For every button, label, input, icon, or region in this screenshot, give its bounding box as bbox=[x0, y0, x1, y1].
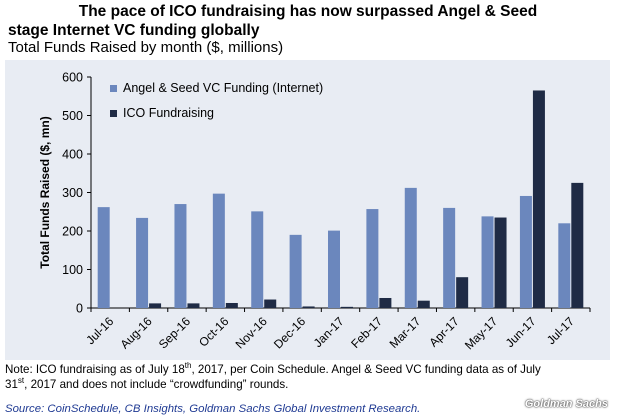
bar-ico-oct-16 bbox=[225, 302, 238, 308]
bar-ico-jun-17 bbox=[532, 90, 545, 308]
bar-ico-may-17 bbox=[494, 217, 507, 308]
bar-angel-seed-oct-16 bbox=[212, 193, 225, 308]
x-tick-label: Jun-17 bbox=[503, 314, 539, 350]
footnote-part-2: , 2017, per Coin Schedule. Angel & Seed … bbox=[191, 363, 541, 376]
chart-title-line-2: stage Internet VC funding globally bbox=[8, 22, 260, 39]
chart-subtitle: Total Funds Raised by month ($, millions… bbox=[8, 39, 284, 56]
bar-ico-aug-16 bbox=[149, 303, 162, 308]
bar-angel-seed-aug-16 bbox=[136, 217, 149, 308]
footnote-part-1: Note: ICO fundraising as of July 18 bbox=[5, 363, 185, 376]
footnote-sup-2: st bbox=[17, 376, 25, 386]
x-tick-label: Dec-16 bbox=[271, 314, 308, 351]
chart-area: 0 100 200 300 400 500 600 Total Funds Raised ($… bbox=[5, 60, 610, 360]
bar-angel-seed-nov-16 bbox=[251, 211, 264, 308]
bar-ico-apr-17 bbox=[456, 277, 469, 308]
legend-swatch-angel-seed bbox=[110, 85, 117, 92]
legend-label-angel-seed: Angel & Seed VC Funding (Internet) bbox=[123, 81, 323, 95]
bar-chart: 0 100 200 300 400 500 600 Total Funds Raised ($… bbox=[38, 71, 591, 352]
legend-label-ico: ICO Fundraising bbox=[123, 106, 214, 120]
y-tick-label: 100 bbox=[62, 263, 83, 277]
bar-angel-seed-jan-17 bbox=[328, 230, 340, 308]
bar-angel-seed-dec-16 bbox=[289, 234, 302, 308]
source-note: Source: CoinSchedule, CB Insights, Goldm… bbox=[5, 403, 421, 415]
bar-ico-sep-16 bbox=[187, 303, 200, 308]
bar-angel-seed-sep-16 bbox=[174, 204, 187, 308]
x-tick-label: Jul-16 bbox=[83, 314, 116, 347]
x-tick-label: Aug-16 bbox=[117, 314, 154, 351]
y-tick-label: 600 bbox=[62, 71, 83, 85]
chart-title: The pace of ICO fundraising has now surp… bbox=[8, 2, 608, 40]
footnote: Note: ICO fundraising as of July 18th, 2… bbox=[5, 362, 615, 392]
bar-ico-nov-16 bbox=[264, 299, 277, 308]
bar-angel-seed-jun-17 bbox=[519, 195, 532, 308]
x-tick-label: May-17 bbox=[462, 314, 500, 352]
x-tick-label: Apr-17 bbox=[426, 314, 462, 350]
bar-ico-feb-17 bbox=[379, 297, 392, 308]
footnote-part-4: , 2017 and does not include “crowdfundin… bbox=[24, 378, 289, 391]
x-tick-label: Mar-17 bbox=[387, 314, 424, 351]
y-tick-label: 500 bbox=[62, 109, 83, 123]
bar-ico-jul-17 bbox=[571, 182, 584, 308]
footnote-sup-1: th bbox=[184, 361, 192, 371]
x-tick-label: Jan-17 bbox=[311, 314, 347, 350]
footnote-part-3: 31 bbox=[5, 378, 18, 391]
bar-angel-seed-apr-17 bbox=[443, 207, 456, 308]
y-tick-label: 0 bbox=[76, 302, 83, 316]
y-tick-label: 200 bbox=[62, 225, 83, 239]
bar-angel-seed-feb-17 bbox=[366, 209, 379, 308]
x-tick-label: Nov-16 bbox=[233, 314, 270, 351]
y-tick-label: 400 bbox=[62, 148, 83, 162]
x-tick-label: Oct-16 bbox=[196, 314, 232, 350]
y-tick-label: 300 bbox=[62, 186, 83, 200]
chart-title-line-1: The pace of ICO fundraising has now surp… bbox=[78, 3, 538, 20]
bar-ico-mar-17 bbox=[417, 300, 430, 308]
x-tick-label: Jul-17 bbox=[544, 314, 577, 347]
x-tick-label: Sep-16 bbox=[156, 314, 193, 351]
x-tick-label: Feb-17 bbox=[348, 314, 385, 351]
legend-swatch-ico bbox=[110, 110, 117, 117]
bar-angel-seed-jul-16 bbox=[97, 207, 110, 308]
watermark-logo: Goldman Sachs bbox=[524, 398, 608, 410]
bar-ico-dec-16 bbox=[302, 306, 315, 308]
bar-angel-seed-mar-17 bbox=[404, 187, 417, 308]
bar-angel-seed-jul-17 bbox=[558, 223, 571, 308]
y-axis-title: Total Funds Raised ($, mn) bbox=[38, 116, 52, 268]
bar-angel-seed-may-17 bbox=[481, 216, 494, 308]
bar-ico-jan-17 bbox=[341, 306, 353, 308]
